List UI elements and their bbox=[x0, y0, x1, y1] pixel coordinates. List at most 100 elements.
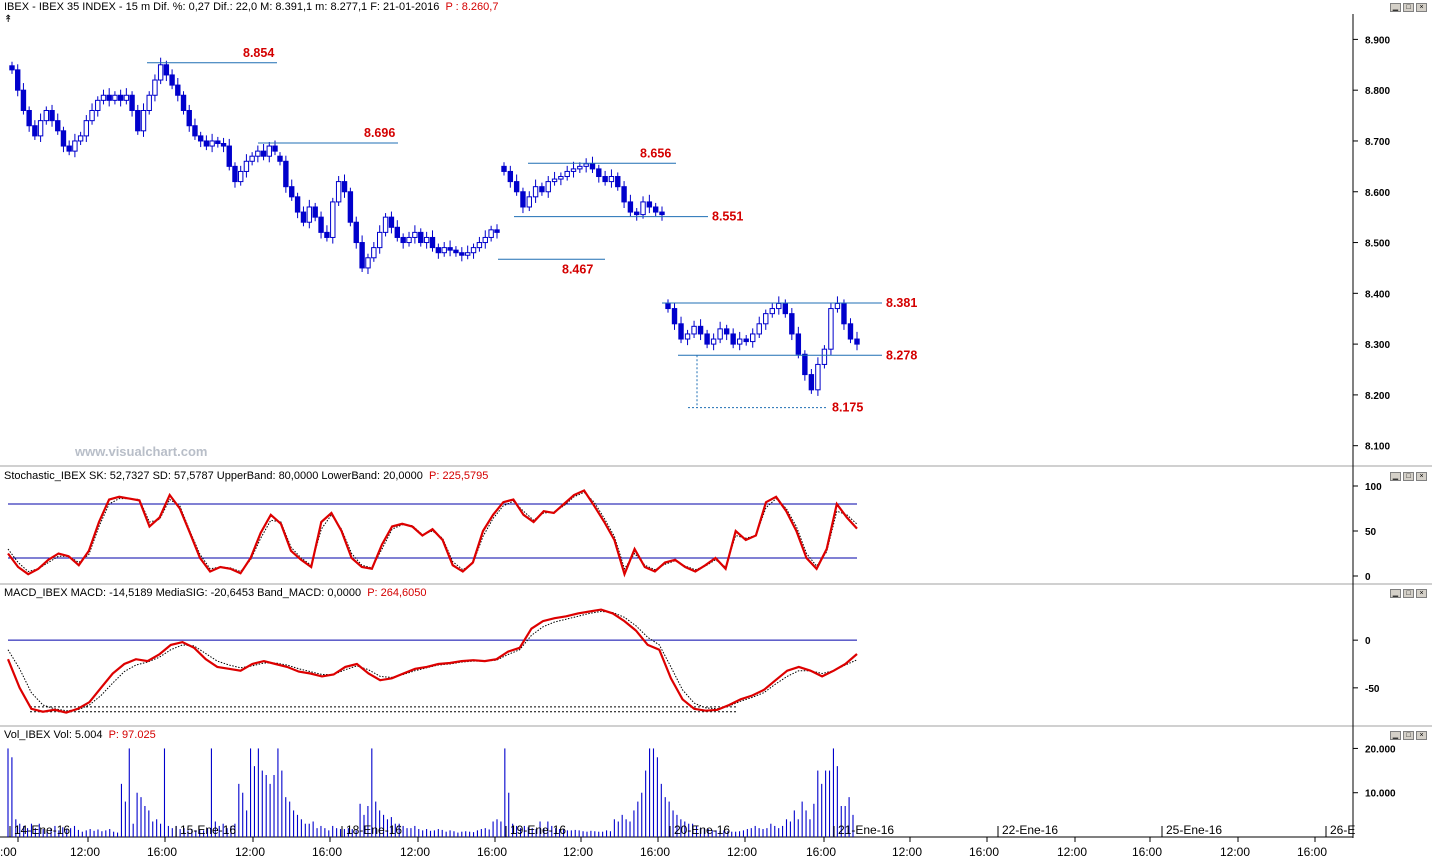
candle-body bbox=[255, 150, 261, 157]
candle-body bbox=[520, 191, 526, 208]
macd-price: P: 264,6050 bbox=[367, 587, 427, 599]
candle-body bbox=[272, 145, 278, 152]
candle-body bbox=[763, 313, 769, 325]
maximize-icon[interactable]: □ bbox=[1403, 3, 1414, 12]
close-icon[interactable]: × bbox=[1416, 731, 1427, 740]
candle-body bbox=[60, 130, 67, 147]
level-label: 8.551 bbox=[712, 210, 743, 224]
maximize-icon[interactable]: □ bbox=[1403, 589, 1414, 598]
date-tick-label: 15-Ene-16 bbox=[180, 823, 236, 837]
candle-body bbox=[494, 229, 500, 233]
macd-tick-label: 0 bbox=[1365, 636, 1371, 647]
macd-line bbox=[6, 608, 858, 714]
candle-body bbox=[289, 186, 295, 198]
candle-body bbox=[710, 338, 717, 345]
maximize-icon[interactable]: □ bbox=[1403, 472, 1414, 481]
candle-body bbox=[513, 181, 520, 193]
price-tick-label: 8.200 bbox=[1365, 391, 1390, 402]
candle-body bbox=[163, 64, 170, 76]
candle-body bbox=[652, 206, 659, 213]
time-tick-label: 12:00 bbox=[563, 845, 593, 857]
candle-body bbox=[539, 186, 545, 193]
candle-body bbox=[697, 325, 704, 335]
candle-body bbox=[743, 338, 749, 343]
candle-body bbox=[769, 308, 775, 315]
vol-price: P: 97.025 bbox=[108, 729, 156, 741]
candle-body bbox=[678, 323, 684, 340]
candle-body bbox=[353, 221, 359, 244]
time-axis: :00 12:00 16:00 12:00 16:00 12:00 16:00 12:00 16… bbox=[0, 823, 1355, 857]
date-tick-label: 14-Ene-16 bbox=[14, 823, 70, 837]
candle-body bbox=[371, 247, 377, 259]
candle-body bbox=[318, 216, 324, 233]
price-axis: 8.900 8.800 8.700 8.600 8.500 8.400 8.300 8.200… bbox=[1353, 35, 1390, 453]
candle-body bbox=[140, 109, 147, 132]
candle-body bbox=[243, 160, 250, 172]
maximize-icon[interactable]: □ bbox=[1403, 731, 1414, 740]
price-tick-label: 8.500 bbox=[1365, 239, 1390, 250]
vol-pane-window-buttons: ▁ □ × bbox=[1390, 731, 1427, 740]
candle-body bbox=[634, 211, 640, 216]
candle-body bbox=[186, 109, 192, 127]
candle-body bbox=[627, 201, 634, 213]
minimize-icon[interactable]: ▁ bbox=[1390, 589, 1401, 598]
candle-body bbox=[15, 69, 21, 91]
level-label: 8.656 bbox=[640, 146, 671, 160]
candle-body bbox=[377, 231, 383, 249]
time-tick-label: 12:00 bbox=[400, 845, 430, 857]
candle-body bbox=[72, 140, 78, 152]
minimize-icon[interactable]: ▁ bbox=[1390, 3, 1401, 12]
candle-body bbox=[795, 333, 802, 355]
candle-body bbox=[347, 191, 354, 223]
candle-body bbox=[441, 247, 447, 254]
candle-body bbox=[808, 374, 815, 391]
candle-body bbox=[277, 155, 283, 162]
stoch-pane-window-buttons: ▁ □ × bbox=[1390, 472, 1427, 481]
candle-body bbox=[89, 109, 95, 122]
pin-icon[interactable]: ↟ bbox=[4, 14, 13, 25]
candle-body bbox=[20, 89, 27, 111]
level-label: 8.278 bbox=[886, 348, 917, 362]
candle-body bbox=[756, 323, 762, 335]
support-resistance-levels: 8.854 8.696 8.656 8.551 8.467 8.381 8.278 8.175 bbox=[147, 46, 917, 415]
price-tick-label: 8.700 bbox=[1365, 137, 1390, 148]
candle-body bbox=[507, 170, 514, 183]
candle-body bbox=[112, 94, 118, 101]
minimize-icon[interactable]: ▁ bbox=[1390, 731, 1401, 740]
candle-body bbox=[330, 201, 336, 238]
close-icon[interactable]: × bbox=[1416, 589, 1427, 598]
candle-body bbox=[123, 94, 130, 101]
macd-plot: 0 -50 bbox=[6, 608, 1380, 714]
candle-body bbox=[736, 338, 743, 345]
time-tick-label: 16:00 bbox=[1297, 845, 1327, 857]
candle-body bbox=[237, 170, 244, 183]
candle-body bbox=[834, 302, 841, 310]
candle-body bbox=[470, 247, 477, 254]
candle-body bbox=[847, 323, 854, 340]
candle-body bbox=[646, 201, 653, 208]
candle-body bbox=[388, 216, 395, 228]
candle-body bbox=[406, 236, 412, 244]
macd-header: MACD_IBEX MACD: -14,5189 MediaSIG: -20,6… bbox=[4, 587, 427, 599]
time-tick-label: 16:00 bbox=[477, 845, 507, 857]
close-icon[interactable]: × bbox=[1416, 3, 1427, 12]
candle-body bbox=[583, 163, 589, 167]
candle-body bbox=[312, 206, 318, 218]
watermark: www.visualchart.com bbox=[75, 444, 208, 459]
candle-body bbox=[691, 325, 697, 335]
candle-body bbox=[83, 120, 90, 137]
close-icon[interactable]: × bbox=[1416, 472, 1427, 481]
minimize-icon[interactable]: ▁ bbox=[1390, 472, 1401, 481]
candle-body bbox=[854, 338, 860, 345]
candle-body bbox=[209, 140, 215, 147]
candle-body bbox=[558, 176, 564, 180]
candle-body bbox=[545, 181, 551, 193]
candle-body bbox=[704, 333, 710, 345]
candle-body bbox=[665, 302, 671, 310]
candle-body bbox=[551, 178, 558, 183]
time-tick-label: 12:00 bbox=[727, 845, 757, 857]
time-tick-label: 12:00 bbox=[892, 845, 922, 857]
candle-body bbox=[589, 163, 596, 170]
time-tick-label: 12:00 bbox=[235, 845, 265, 857]
